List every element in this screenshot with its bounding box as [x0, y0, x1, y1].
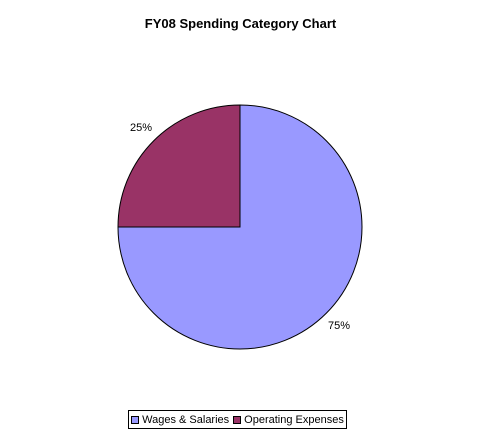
legend-swatch-wages [131, 415, 140, 424]
slice-operating-expenses [117, 104, 241, 228]
label-wages-salaries: 75% [328, 320, 350, 332]
pie-labels: 75% 25% [130, 122, 350, 332]
legend-item-operating: Operating Expenses [233, 414, 344, 426]
pie-slices [117, 104, 363, 350]
chart-title: FY08 Spending Category Chart [144, 16, 337, 31]
legend-label-wages: Wages & Salaries [142, 413, 230, 426]
chart-legend: Wages & Salaries Operating Expenses [128, 410, 347, 429]
legend-item-wages: Wages & Salaries [131, 414, 229, 426]
legend-label-operating: Operating Expenses [244, 413, 344, 426]
legend-swatch-operating [233, 415, 242, 424]
label-operating-expenses: 25% [130, 122, 152, 134]
